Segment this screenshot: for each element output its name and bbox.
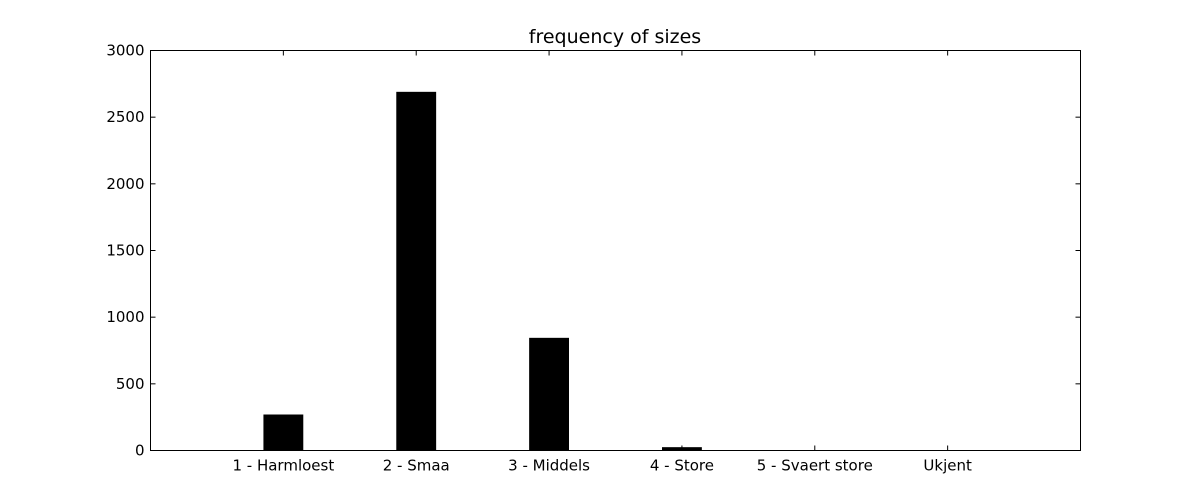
bar-2 [529, 337, 569, 451]
x-tick-label: 3 - Middels [508, 457, 590, 475]
bar-1 [396, 91, 437, 451]
plot-area-frame [150, 50, 1081, 451]
y-tick-label: 1000 [106, 308, 144, 326]
y-tick-label: 500 [116, 375, 145, 393]
y-tick-label: 2000 [106, 175, 144, 193]
x-axis-ticks: 1 - Harmloest 2 - Smaa 3 - Middels 4 - Stor… [232, 50, 972, 475]
y-tick-label: 0 [135, 442, 145, 460]
y-tick-label: 1500 [106, 242, 144, 260]
chart-title: frequency of sizes [529, 26, 701, 48]
x-tick-label: 4 - Store [650, 457, 714, 475]
y-axis-ticks: 0 500 1000 1500 2000 2500 3000 [106, 42, 1081, 460]
y-tick-label: 2500 [106, 108, 144, 126]
x-tick-label: 1 - Harmloest [232, 457, 334, 475]
x-tick-label: 5 - Svaert store [757, 457, 873, 475]
x-tick-label: 2 - Smaa [383, 457, 450, 475]
bars-group [263, 91, 702, 451]
x-tick-label: Ukjent [923, 457, 972, 475]
y-tick-label: 3000 [106, 42, 144, 60]
bar-0 [263, 414, 304, 451]
